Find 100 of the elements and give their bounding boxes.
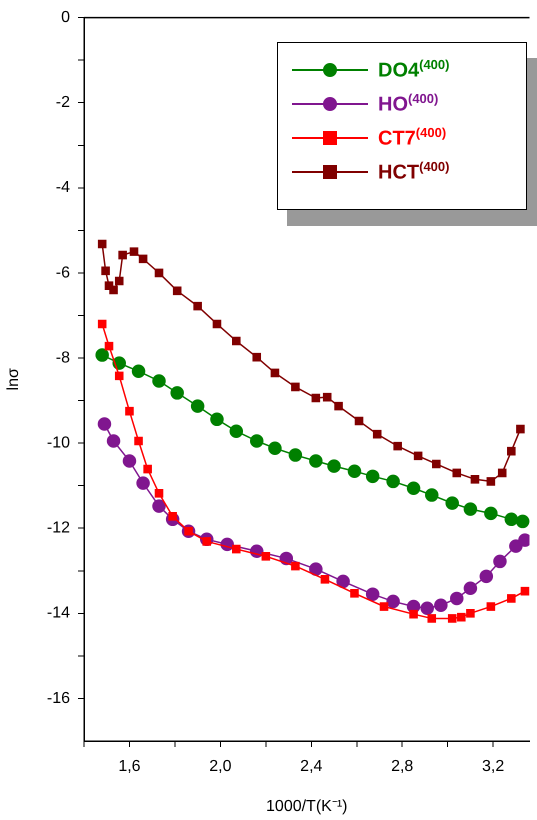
point: [136, 476, 150, 490]
point: [366, 470, 380, 484]
legend-label: DO4$^{(400)}$: [378, 57, 450, 83]
point: [434, 598, 448, 612]
legend-label: HCT$^{(400)}$: [378, 159, 450, 185]
point: [232, 336, 241, 346]
point: [320, 575, 330, 584]
legend-label: HO$^{(400)}$: [378, 91, 438, 117]
point: [470, 475, 480, 484]
point: [98, 240, 106, 248]
point: [291, 382, 300, 392]
x-tick-label: 2,8: [391, 758, 414, 776]
point: [152, 499, 166, 513]
y-tick-label: -10: [46, 434, 70, 452]
point: [288, 448, 302, 462]
point: [504, 512, 518, 526]
point: [350, 589, 359, 598]
point: [268, 441, 282, 455]
point: [486, 477, 496, 486]
point: [250, 434, 264, 448]
point: [230, 424, 244, 438]
point: [109, 286, 118, 294]
point: [106, 434, 120, 448]
y-tick-label: -4: [56, 179, 70, 196]
point: [130, 247, 138, 256]
point: [354, 416, 364, 426]
point: [486, 602, 496, 611]
point: [98, 320, 106, 328]
y-tick-label: -16: [46, 690, 70, 707]
point: [466, 609, 475, 618]
point: [414, 452, 422, 460]
y-tick-label: -12: [46, 520, 70, 537]
point: [509, 539, 523, 553]
point: [406, 481, 420, 495]
point: [336, 574, 350, 588]
point: [309, 562, 323, 576]
point: [309, 454, 323, 468]
point: [516, 514, 530, 528]
point: [95, 348, 109, 362]
y-tick-label: -8: [56, 349, 70, 366]
point: [262, 552, 270, 561]
point: [122, 454, 136, 468]
point: [464, 581, 478, 595]
point: [409, 610, 418, 618]
x-tick-label: 2,4: [300, 758, 323, 776]
point: [425, 488, 439, 502]
point: [210, 412, 224, 426]
point: [132, 364, 146, 378]
point: [448, 614, 457, 623]
point: [516, 424, 525, 434]
point: [452, 468, 462, 478]
point: [457, 612, 466, 622]
point: [427, 614, 436, 623]
point: [312, 394, 320, 402]
point: [386, 474, 400, 488]
legend-label: CT7$^{(400)}$: [378, 125, 446, 151]
point: [125, 406, 134, 416]
x-tick-label: 2,0: [209, 758, 232, 776]
point: [252, 352, 262, 362]
point: [484, 506, 498, 520]
point: [327, 459, 341, 473]
point: [445, 496, 459, 510]
point: [507, 594, 516, 603]
point: [154, 268, 164, 278]
point: [334, 402, 343, 410]
point: [101, 266, 110, 276]
point: [98, 417, 112, 431]
point: [138, 254, 148, 264]
point: [498, 468, 507, 478]
point: [104, 342, 114, 350]
point: [291, 562, 300, 570]
point: [380, 602, 388, 611]
point: [270, 368, 280, 378]
point: [212, 320, 222, 328]
point: [154, 489, 164, 498]
point: [114, 276, 124, 286]
point: [190, 399, 204, 413]
point: [134, 436, 143, 446]
point: [432, 460, 441, 468]
y-tick-label: -14: [46, 604, 70, 622]
point: [366, 587, 380, 601]
point: [493, 554, 507, 568]
point: [507, 446, 516, 456]
point: [152, 374, 166, 388]
point: [193, 302, 202, 310]
x-axis-title: 1000/T(K⁻¹): [266, 798, 348, 815]
y-tick-label: 0: [61, 9, 70, 26]
y-tick-label: -2: [56, 94, 70, 112]
point: [232, 544, 241, 554]
y-axis-title: lnσ: [5, 368, 22, 390]
point: [420, 601, 434, 615]
point: [393, 442, 402, 450]
point: [118, 250, 127, 260]
point: [464, 502, 478, 516]
point: [386, 594, 400, 608]
point: [114, 372, 124, 380]
x-tick-label: 1,6: [118, 758, 141, 776]
point: [322, 392, 332, 402]
x-tick-label: 3,2: [482, 758, 504, 776]
point: [172, 286, 182, 296]
